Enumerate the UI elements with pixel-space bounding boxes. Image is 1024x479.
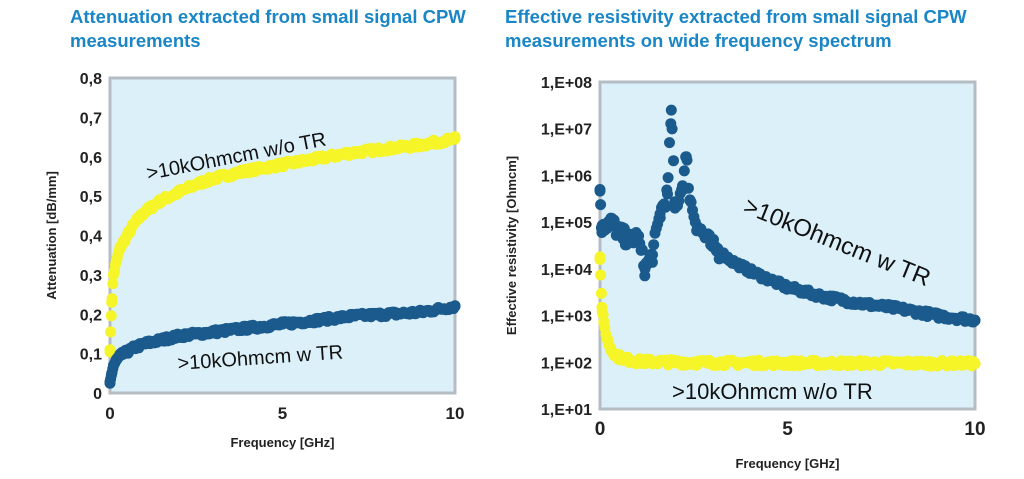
data-point (449, 131, 461, 143)
x-axis-label: Frequency [GHz] (230, 435, 334, 450)
plot-area (108, 76, 457, 395)
attenuation-chart: 0 0,1 0,2 0,3 0,4 0,5 0,6 0,7 0,8 0 5 10 Frequency [… (44, 71, 464, 450)
data-point (969, 315, 981, 327)
series-annotation: >10kOhmcm w/o TR (672, 379, 873, 404)
data-point (646, 256, 658, 268)
y-tick-label: 0 (93, 386, 102, 403)
data-point (665, 104, 677, 116)
data-point (639, 270, 651, 282)
x-tick-label: 10 (964, 419, 985, 440)
x-tick-label: 10 (446, 404, 465, 423)
data-point (107, 278, 119, 290)
y-tick-label: 0,3 (80, 268, 102, 285)
series-wo-tr (104, 131, 461, 358)
x-axis-label: Frequency [GHz] (735, 456, 839, 471)
data-point (685, 196, 697, 208)
data-point (662, 172, 674, 184)
data-point (668, 155, 679, 167)
data-point (661, 184, 673, 196)
y-tick-label: 0,1 (80, 347, 102, 364)
data-point (682, 182, 694, 194)
data-point (594, 254, 606, 265)
data-point (595, 199, 607, 211)
data-point (595, 287, 607, 299)
data-point (648, 239, 660, 251)
y-tick-label: 0,6 (80, 150, 102, 167)
y-tick-label: 1,E+01 (541, 402, 592, 419)
data-point (681, 154, 693, 166)
series-w-tr (594, 104, 981, 328)
y-tick-label: 1,E+06 (541, 168, 592, 185)
data-point (104, 346, 116, 358)
y-tick-label: 1,E+07 (541, 122, 592, 139)
left-chart-title: Attenuation extracted from small signal … (70, 6, 466, 51)
y-tick-label: 1,E+08 (541, 75, 592, 92)
data-point (666, 123, 678, 135)
y-axis-label: Attenuation [dB/mm] (44, 171, 59, 300)
resistivity-chart: 1,E+01 1,E+02 1,E+03 1,E+04 1,E+05 1,E+06 1,E+… (504, 75, 986, 471)
y-tick-label: 0,2 (80, 307, 102, 324)
right-chart-title: Effective resistivity extracted from sma… (505, 6, 967, 51)
data-point (660, 201, 671, 213)
data-point (449, 300, 461, 312)
y-tick-label: 0,7 (80, 110, 102, 127)
data-point (678, 165, 690, 177)
data-point (664, 137, 675, 149)
y-tick-label: 0,5 (80, 189, 102, 206)
data-point (105, 326, 117, 338)
x-tick-label: 5 (278, 404, 287, 423)
x-tick-label: 0 (105, 404, 114, 423)
series-w-tr (104, 300, 461, 389)
data-point (106, 293, 118, 305)
data-point (594, 185, 606, 197)
y-axis-label: Effective resistivity [Ohmcm] (504, 156, 519, 335)
y-tick-label: 1,E+03 (541, 309, 592, 326)
data-point (654, 212, 666, 224)
x-tick-label: 0 (595, 419, 606, 440)
y-tick-label: 0,4 (80, 229, 102, 246)
x-tick-label: 5 (782, 419, 793, 440)
y-tick-label: 1,E+02 (541, 355, 592, 372)
data-point (595, 269, 607, 281)
series-wo-tr (594, 251, 981, 372)
data-point (969, 358, 981, 370)
y-tick-label: 1,E+04 (541, 262, 592, 279)
data-point (636, 244, 648, 256)
data-point (105, 310, 117, 322)
plot-area (598, 80, 977, 411)
y-tick-label: 0,8 (80, 71, 102, 88)
y-tick-label: 1,E+05 (541, 215, 592, 232)
